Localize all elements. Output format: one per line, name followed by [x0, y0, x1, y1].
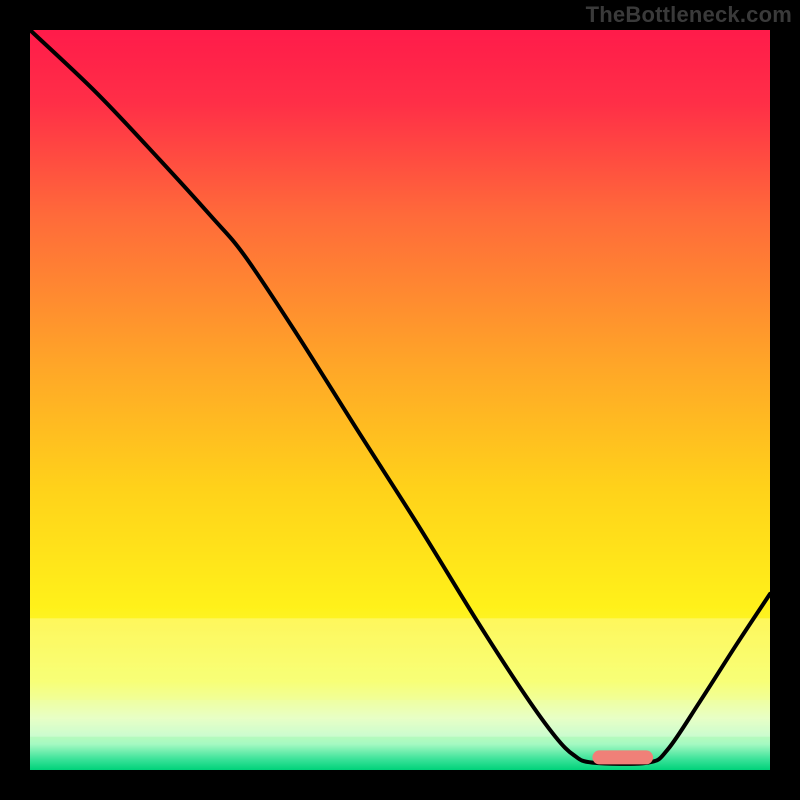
stage: TheBottleneck.com [0, 0, 800, 800]
chart-svg [0, 0, 800, 800]
overlay-band-0 [30, 618, 770, 699]
overlay-band-1 [30, 700, 770, 737]
min-marker [592, 750, 653, 764]
attribution-label: TheBottleneck.com [586, 2, 792, 28]
